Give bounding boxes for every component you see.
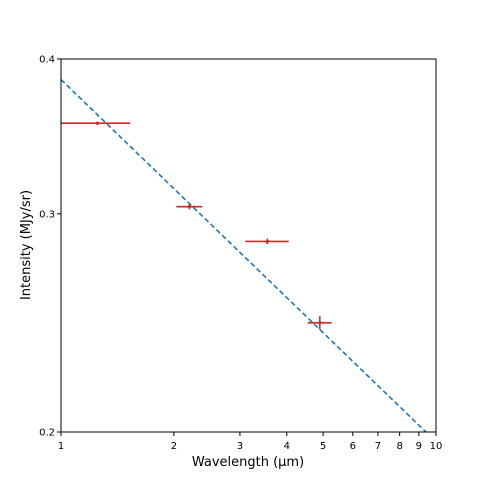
data-marker (95, 121, 99, 125)
x-tick-label: 4 (284, 441, 290, 452)
data-marker (318, 321, 322, 325)
x-tick-label: 2 (171, 441, 177, 452)
x-tick-label: 6 (350, 441, 356, 452)
x-tick-label: 1 (58, 441, 64, 452)
y-tick-label: 0.3 (39, 209, 55, 220)
x-tick-label: 7 (375, 441, 381, 452)
x-tick-label: 5 (320, 441, 326, 452)
y-axis-label: Intensity (MJy/sr) (19, 190, 34, 300)
x-tick-label: 10 (430, 441, 443, 452)
data-marker (265, 239, 269, 244)
x-tick-label: 8 (396, 441, 402, 452)
data-point (245, 238, 289, 245)
data-point (61, 121, 131, 125)
data-point (307, 316, 332, 330)
x-axis: 1 2 3 4 5 6 7 8 9 10 (58, 432, 443, 452)
y-axis: 0.2 0.3 0.4 (39, 55, 61, 439)
data-point (176, 204, 203, 210)
plot-area (61, 78, 427, 432)
plot-frame (60, 58, 437, 433)
x-tick-label: 3 (237, 441, 243, 452)
y-tick-label: 0.2 (39, 428, 55, 439)
x-axis-label: Wavelength (μm) (192, 455, 304, 470)
x-tick-label: 9 (416, 441, 422, 452)
fit-line (61, 78, 427, 432)
y-tick-label: 0.4 (39, 55, 55, 66)
data-marker (187, 205, 192, 209)
